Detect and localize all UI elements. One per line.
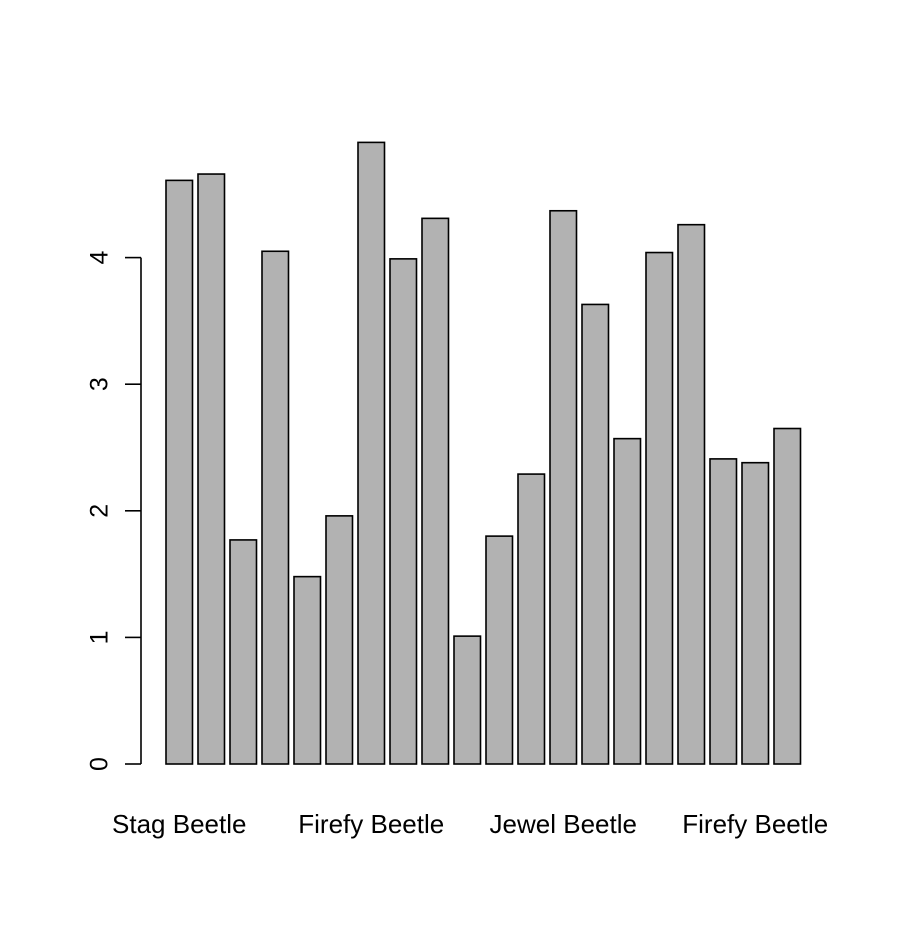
bar-17	[709, 458, 738, 765]
bar-10	[485, 535, 514, 765]
bar-13	[581, 303, 610, 765]
bar-15	[645, 251, 674, 765]
bar-8	[421, 217, 450, 765]
x-axis-labels: Stag Beetle Firefy Beetle Jewel Beetle Fire…	[112, 809, 828, 839]
bar-11	[517, 473, 546, 765]
bar-0	[165, 179, 194, 765]
bar-12	[549, 209, 578, 765]
bar-18	[741, 461, 770, 765]
bar-16	[677, 223, 706, 765]
bar-7	[389, 258, 418, 765]
x-category-label-1: Firefy Beetle	[298, 809, 444, 839]
bar-6	[357, 141, 386, 765]
x-category-label-3: Firefy Beetle	[682, 809, 828, 839]
x-category-label-0: Stag Beetle	[112, 809, 246, 839]
y-tick-label-2: 2	[86, 504, 114, 518]
bar-14	[613, 437, 642, 765]
bar-1	[197, 173, 226, 765]
y-tick-label-0: 0	[86, 757, 114, 771]
y-tick-label-3: 3	[86, 377, 114, 391]
bar-9	[453, 635, 482, 765]
bars-layer	[165, 141, 802, 765]
bar-2	[229, 539, 258, 765]
bar-19	[773, 427, 802, 765]
bar-3	[261, 250, 290, 765]
x-category-label-2: Jewel Beetle	[490, 809, 637, 839]
y-tick-label-1: 1	[86, 630, 114, 644]
bar-5	[325, 515, 354, 765]
bar-4	[293, 575, 322, 765]
y-tick-label-4: 4	[86, 251, 114, 265]
y-axis: 0 1 2 3 4	[86, 251, 142, 771]
